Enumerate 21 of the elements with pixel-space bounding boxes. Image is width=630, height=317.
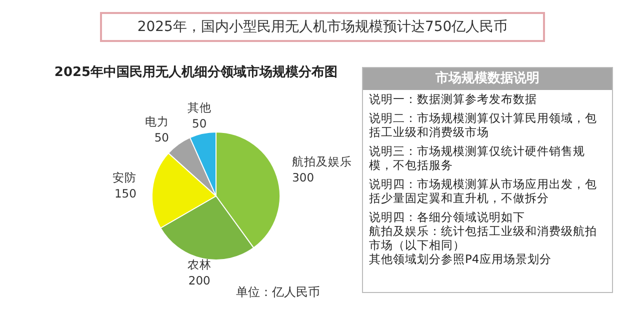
text: 说明三：市场规模测算仅统计硬件销售规模，不包括服务 (369, 144, 586, 172)
data-label: 50 (192, 116, 207, 131)
text: 说明二：市场规模测算仅计算民用领域，包括工业级和消费级市场 (369, 111, 598, 139)
data-label: 300 (292, 170, 314, 184)
text: 说明四：市场规模测算从市场应用出发，包括少量固定翼和直升机，不做拆分 (369, 177, 598, 205)
text: 单位：亿人民币 (236, 284, 320, 301)
text: 说明四：各细分领域说明如下 (369, 210, 526, 224)
text: 市场规模数据说明 (363, 68, 612, 90)
slice-label: 安防 (112, 170, 136, 185)
data-label: 200 (188, 273, 210, 288)
text: 其他领域划分参照P4应用场景划分 (369, 252, 552, 266)
slice-label: 农林 (187, 257, 212, 272)
text: 说明一：数据测算参考发布数据 (369, 92, 538, 106)
slice-label: 航拍及娱乐 (292, 154, 352, 168)
data-label: 150 (114, 186, 136, 201)
slice-label: 电力 (144, 114, 169, 128)
slice-label: 其他 (187, 100, 212, 115)
text: 航拍及娱乐：统计包括工业级和消费级航拍市场（以下相同） (369, 224, 598, 252)
chart-subtitle: 2025年中国民用无人机细分领域市场规模分布图 (53, 64, 339, 81)
chart-title: 2025年，国内小型民用无人机市场规模预计达750亿人民币 (100, 12, 545, 42)
data-label: 50 (154, 130, 169, 144)
